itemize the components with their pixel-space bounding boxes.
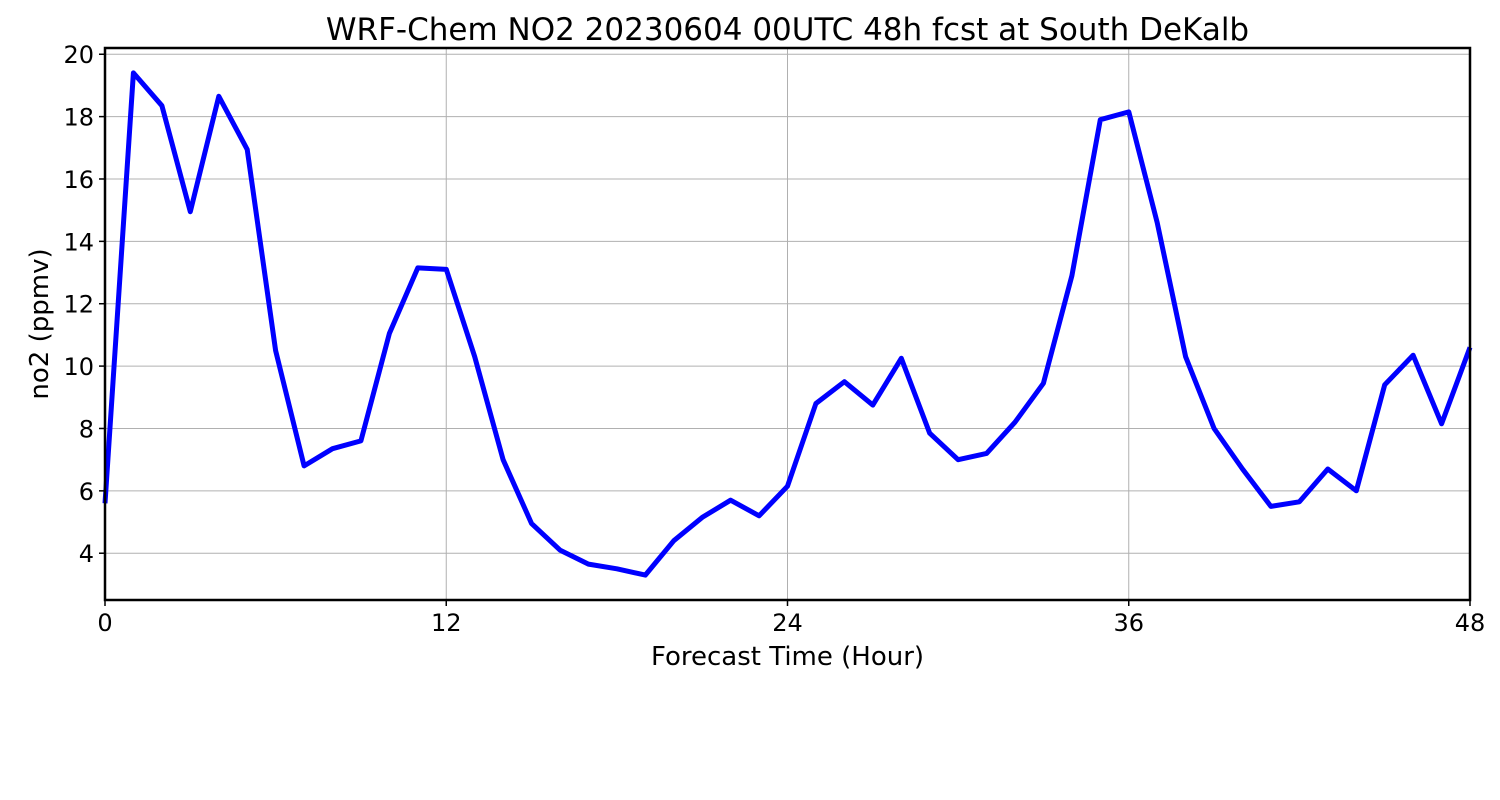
chart-title: WRF-Chem NO2 20230604 00UTC 48h fcst at … <box>326 12 1249 48</box>
x-tick-label: 24 <box>772 609 803 637</box>
x-tick-label: 36 <box>1113 609 1144 637</box>
series-layer <box>102 70 1473 578</box>
series-line <box>102 70 1473 578</box>
y-tick-label: 18 <box>63 104 94 132</box>
y-tick-label: 16 <box>63 166 94 194</box>
y-axis-label: no2 (ppmv) <box>25 248 55 399</box>
y-tick-label: 14 <box>63 228 94 256</box>
x-tick-label: 0 <box>97 609 112 637</box>
y-tick-label: 10 <box>63 353 94 381</box>
y-tick-label: 6 <box>79 478 94 506</box>
y-tick-label: 4 <box>79 540 94 568</box>
y-tick-label: 12 <box>63 291 94 319</box>
x-tick-label: 12 <box>431 609 462 637</box>
y-tick-label: 20 <box>63 41 94 69</box>
x-axis-label: Forecast Time (Hour) <box>651 642 924 672</box>
x-tick-label: 48 <box>1455 609 1486 637</box>
y-tick-label: 8 <box>79 415 94 443</box>
grid-lines <box>104 48 1471 600</box>
tick-layer: 0 12 24 36 48 4 6 8 10 12 14 16 18 20 <box>63 41 1485 637</box>
